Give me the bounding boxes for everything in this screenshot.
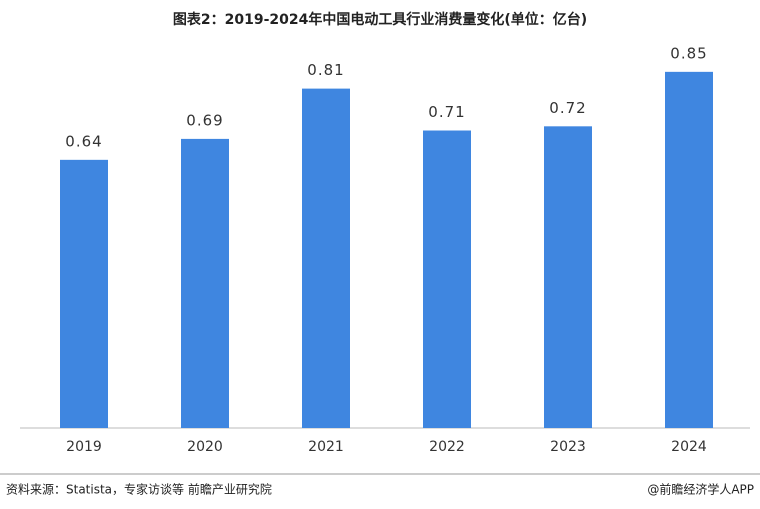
value-label: 0.64 [65,132,102,150]
source-note: 资料来源：Statista，专家访谈等 前瞻产业研究院 [6,482,272,497]
bar [665,71,713,428]
x-tick-label: 2024 [671,439,707,455]
bar [60,159,108,428]
x-tick-label: 2020 [187,439,223,455]
value-label: 0.69 [186,111,223,129]
value-label: 0.81 [307,61,344,79]
bar [423,130,471,428]
x-tick-label: 2019 [66,439,102,455]
bar [302,88,350,429]
chart-title: 图表2：2019-2024年中国电动工具行业消费量变化(单位：亿台) [173,11,587,28]
bar [181,138,229,428]
x-tick-label: 2022 [429,439,465,455]
value-label: 0.85 [670,44,707,62]
credit: @前瞻经济学人APP [647,482,754,497]
bar [544,126,592,428]
x-tick-label: 2023 [550,439,586,455]
x-tick-label: 2021 [308,439,344,455]
value-label: 0.71 [428,103,465,121]
value-label: 0.72 [549,99,586,117]
